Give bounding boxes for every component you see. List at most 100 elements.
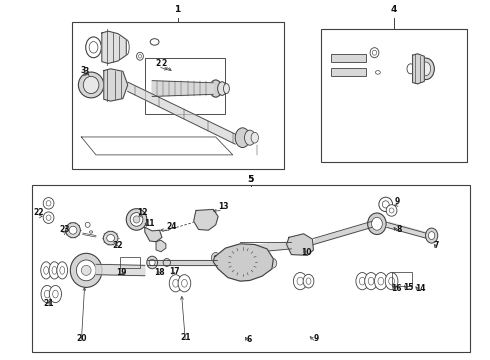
Text: 7: 7 [434,241,439,250]
Ellipse shape [386,205,397,216]
Bar [72,22,284,169]
Text: 3: 3 [84,67,89,76]
Ellipse shape [169,275,182,292]
Ellipse shape [293,239,303,249]
Bar [145,58,225,114]
Ellipse shape [41,285,53,303]
Text: 5: 5 [248,175,253,184]
Ellipse shape [223,84,229,94]
Text: 2: 2 [162,59,167,68]
Ellipse shape [123,40,129,55]
Ellipse shape [126,209,147,230]
Text: 18: 18 [154,268,165,277]
Text: 9: 9 [395,197,400,206]
Ellipse shape [306,278,311,284]
Ellipse shape [289,236,306,253]
Ellipse shape [137,52,144,60]
Ellipse shape [378,277,384,285]
Text: 21: 21 [43,299,54,308]
Ellipse shape [428,231,435,239]
Ellipse shape [370,48,379,58]
Polygon shape [287,234,314,255]
Ellipse shape [173,279,178,287]
Ellipse shape [81,265,91,275]
Ellipse shape [86,37,101,58]
Text: 4: 4 [391,5,397,14]
Ellipse shape [46,201,51,206]
Ellipse shape [83,76,99,94]
Ellipse shape [368,277,374,285]
Ellipse shape [133,216,140,223]
Text: 19: 19 [117,268,127,277]
Ellipse shape [178,275,191,292]
Text: 23: 23 [59,225,70,234]
Text: 22: 22 [113,241,123,250]
Bar [121,257,140,267]
Ellipse shape [89,231,93,233]
Ellipse shape [49,262,60,279]
Ellipse shape [211,252,220,264]
Ellipse shape [235,254,250,269]
Ellipse shape [425,228,438,243]
Ellipse shape [368,213,386,234]
Ellipse shape [251,132,258,143]
Ellipse shape [60,266,65,274]
Bar [331,68,366,76]
Text: 20: 20 [76,334,87,343]
Text: 3: 3 [80,66,85,75]
Polygon shape [213,244,273,281]
Polygon shape [240,242,292,253]
Ellipse shape [303,274,314,288]
Ellipse shape [374,273,387,290]
Polygon shape [387,222,428,238]
Ellipse shape [130,213,143,226]
Ellipse shape [43,198,54,209]
Ellipse shape [375,71,380,74]
Ellipse shape [150,39,159,45]
Text: 9: 9 [313,334,318,343]
Ellipse shape [294,273,307,290]
Ellipse shape [389,208,394,213]
Ellipse shape [163,258,171,266]
Ellipse shape [372,50,377,55]
Text: 5: 5 [248,175,254,184]
Ellipse shape [210,80,222,97]
Ellipse shape [379,197,392,212]
Text: 2: 2 [155,59,161,68]
Polygon shape [413,54,424,84]
Ellipse shape [107,234,115,242]
Bar [392,272,412,286]
Polygon shape [152,81,213,96]
Ellipse shape [45,290,50,298]
Polygon shape [102,31,126,63]
Ellipse shape [229,248,256,275]
Ellipse shape [182,279,187,287]
Ellipse shape [200,214,211,225]
Polygon shape [104,69,128,101]
Ellipse shape [44,266,49,274]
Polygon shape [128,82,235,144]
Ellipse shape [297,277,303,285]
Ellipse shape [356,273,368,290]
Ellipse shape [235,128,250,148]
Text: 12: 12 [137,208,147,217]
Ellipse shape [46,215,51,220]
Polygon shape [145,227,162,242]
Ellipse shape [66,223,80,238]
Ellipse shape [149,259,155,266]
Text: 22: 22 [33,208,44,217]
Ellipse shape [78,72,104,98]
Ellipse shape [69,226,77,234]
Ellipse shape [103,231,118,245]
Text: 10: 10 [301,248,311,257]
Polygon shape [96,264,145,276]
Ellipse shape [268,258,277,268]
Ellipse shape [43,212,54,224]
Text: 24: 24 [167,222,177,231]
Ellipse shape [57,262,68,279]
Ellipse shape [407,64,415,74]
Ellipse shape [41,262,51,279]
Bar [321,30,467,162]
Ellipse shape [421,62,431,76]
Bar [331,54,366,62]
